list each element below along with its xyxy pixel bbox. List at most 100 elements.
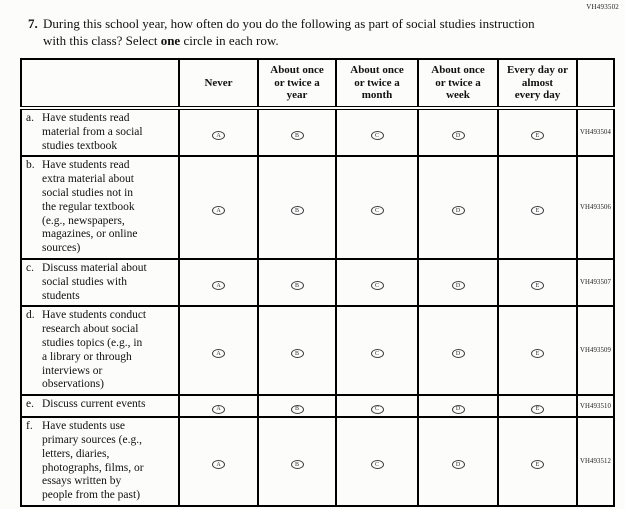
answer-bubble-d-a[interactable]: A: [212, 349, 225, 359]
table-body: a. Have students read material from a soc…: [20, 106, 615, 507]
answer-bubble-d-b[interactable]: B: [290, 349, 304, 359]
row-letter: d.: [26, 309, 35, 322]
question-text-part1: During this school year, how often do yo…: [43, 16, 535, 48]
bubble-letter: B: [294, 461, 299, 468]
option-cell-a-b: B: [257, 106, 337, 158]
question-block: 7. During this school year, how often do…: [28, 16, 568, 49]
option-cell-c-a: A: [178, 257, 259, 308]
answer-bubble-e-c[interactable]: C: [370, 404, 384, 414]
option-cell-d-a: A: [178, 305, 259, 397]
row-code: VH493507: [576, 257, 615, 308]
row-letter: b.: [26, 159, 35, 172]
option-cell-b-a: A: [178, 155, 259, 260]
answer-bubble-c-e[interactable]: E: [531, 281, 544, 291]
answer-bubble-b-d[interactable]: D: [451, 206, 465, 216]
column-header-2: About once or twice a year: [257, 58, 337, 110]
question-text: During this school year, how often do yo…: [43, 16, 555, 49]
bubble-letter: C: [374, 406, 379, 413]
bubble-letter: C: [374, 282, 379, 289]
option-cell-e-c: C: [335, 394, 419, 419]
answer-bubble-c-b[interactable]: B: [290, 281, 304, 291]
answer-bubble-d-e[interactable]: E: [531, 349, 544, 359]
answer-bubble-e-b[interactable]: B: [290, 404, 304, 414]
option-cell-d-e: E: [497, 305, 578, 397]
answer-bubble-a-a[interactable]: A: [212, 131, 225, 141]
row-label: Discuss current events: [42, 398, 146, 411]
answer-bubble-c-d[interactable]: D: [451, 281, 465, 291]
row-label-cell-c: c. Discuss material about social studies …: [20, 257, 180, 308]
option-cell-f-a: A: [178, 416, 259, 507]
answer-bubble-a-e[interactable]: E: [531, 131, 544, 141]
option-cell-f-e: E: [497, 416, 578, 507]
row-letter: a.: [26, 112, 34, 124]
answer-bubble-b-e[interactable]: E: [531, 206, 544, 216]
answer-bubble-e-e[interactable]: E: [531, 404, 544, 414]
option-cell-a-d: D: [417, 106, 499, 158]
table-row-d: d. Have students conduct research about s…: [20, 305, 615, 397]
answer-bubble-f-b[interactable]: B: [290, 460, 304, 470]
bubble-letter: D: [455, 282, 461, 289]
bubble-letter: E: [535, 132, 540, 139]
table-header-row: Never About once or twice a year About onc…: [20, 58, 615, 110]
option-cell-b-d: D: [417, 155, 499, 260]
option-cell-d-c: C: [335, 305, 419, 397]
option-cell-f-c: C: [335, 416, 419, 507]
answer-bubble-b-b[interactable]: B: [290, 206, 304, 216]
bubble-letter: C: [374, 461, 379, 468]
row-label: Have students use primary sources (e.g.,…: [42, 420, 144, 502]
bubble-letter: E: [535, 282, 540, 289]
answer-bubble-c-c[interactable]: C: [370, 281, 384, 291]
bubble-letter: B: [294, 350, 299, 357]
option-cell-c-d: D: [417, 257, 499, 308]
answer-bubble-d-d[interactable]: D: [451, 349, 465, 359]
column-header-1: Never: [178, 58, 259, 110]
header-blank-cell: [20, 58, 180, 110]
bubble-letter: B: [294, 207, 299, 214]
bubble-letter: B: [294, 132, 299, 139]
answer-bubble-b-a[interactable]: A: [212, 206, 225, 216]
option-cell-e-b: B: [257, 394, 337, 419]
bubble-letter: C: [374, 207, 379, 214]
question-number: 7.: [28, 16, 38, 31]
bubble-letter: B: [294, 282, 299, 289]
row-label-cell-e: e. Discuss current events: [20, 394, 180, 419]
row-code: VH493512: [576, 416, 615, 507]
option-cell-d-d: D: [417, 305, 499, 397]
option-cell-e-e: E: [497, 394, 578, 419]
row-label-cell-a: a. Have students read material from a soc…: [20, 106, 180, 158]
bubble-letter: B: [294, 406, 299, 413]
option-cell-d-b: B: [257, 305, 337, 397]
bubble-letter: E: [535, 461, 540, 468]
answer-bubble-f-c[interactable]: C: [370, 460, 384, 470]
bubble-letter: D: [455, 406, 461, 413]
table-row-e: e. Discuss current events A B C D E VH493510: [20, 394, 615, 419]
bubble-letter: C: [374, 350, 379, 357]
page-accession-code: VH493502: [586, 3, 619, 11]
answer-bubble-d-c[interactable]: C: [370, 349, 384, 359]
header-code-cell: [576, 58, 615, 110]
option-cell-a-a: A: [178, 106, 259, 158]
answer-bubble-a-c[interactable]: C: [370, 131, 384, 141]
answer-bubble-f-d[interactable]: D: [451, 460, 465, 470]
bubble-letter: A: [216, 461, 221, 468]
bubble-letter: D: [455, 207, 461, 214]
option-cell-c-b: B: [257, 257, 337, 308]
option-cell-a-c: C: [335, 106, 419, 158]
answer-bubble-f-e[interactable]: E: [531, 460, 544, 470]
bubble-letter: D: [455, 350, 461, 357]
table-row-a: a. Have students read material from a soc…: [20, 106, 615, 158]
answer-bubble-c-a[interactable]: A: [212, 281, 225, 291]
table-row-c: c. Discuss material about social studies …: [20, 257, 615, 308]
row-label-cell-f: f. Have students use primary sources (e.g…: [20, 416, 180, 507]
answer-bubble-a-d[interactable]: D: [451, 131, 465, 141]
answer-bubble-e-d[interactable]: D: [451, 404, 465, 414]
row-label: Discuss material about social studies wi…: [42, 261, 147, 302]
answer-bubble-b-c[interactable]: C: [370, 206, 384, 216]
option-cell-c-c: C: [335, 257, 419, 308]
option-cell-e-d: D: [417, 394, 499, 419]
answer-bubble-e-a[interactable]: A: [212, 404, 225, 414]
bubble-letter: A: [216, 350, 221, 357]
answer-bubble-a-b[interactable]: B: [290, 131, 304, 141]
answer-bubble-f-a[interactable]: A: [212, 460, 225, 470]
bubble-letter: D: [455, 461, 461, 468]
